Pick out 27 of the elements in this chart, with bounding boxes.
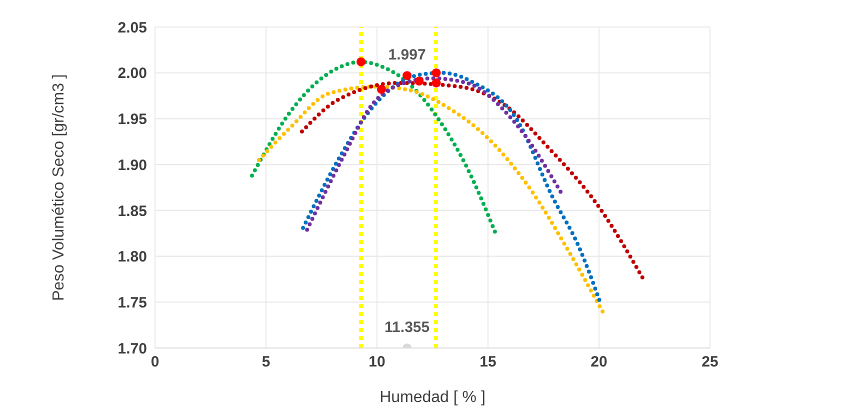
point [432,78,441,88]
annotation: 11.355 [384,319,430,336]
x-tick-label: 25 [702,354,718,371]
x-tick-label: 10 [368,354,386,371]
point [376,84,386,94]
line-series [300,80,646,282]
line-series [256,84,606,316]
point [432,68,441,78]
y-tick-label: 1.70 [118,340,147,358]
x-axis-title: Humedad [ % ] [380,389,486,406]
x-tick-label: 0 [150,354,160,371]
x-tick-label: 15 [480,354,496,371]
point [402,71,412,80]
y-tick-label: 1.85 [118,202,147,220]
y-tick-label: 1.90 [118,156,147,174]
line-series [301,70,602,304]
x-tick-label: 5 [262,354,270,371]
y-tick-label: 1.95 [118,111,147,128]
y-axis-title: Peso Volumético Seco [gr/cm3 ] [50,74,68,301]
annotation: 1.997 [388,46,426,64]
x-tick-label: 20 [590,354,608,371]
y-tick-label: 2.00 [118,65,147,82]
point [414,76,424,86]
y-tick-label: 1.80 [118,248,147,266]
point [356,57,366,66]
y-tick-label: 1.75 [118,294,147,312]
y-tick-label: 2.05 [118,19,147,36]
